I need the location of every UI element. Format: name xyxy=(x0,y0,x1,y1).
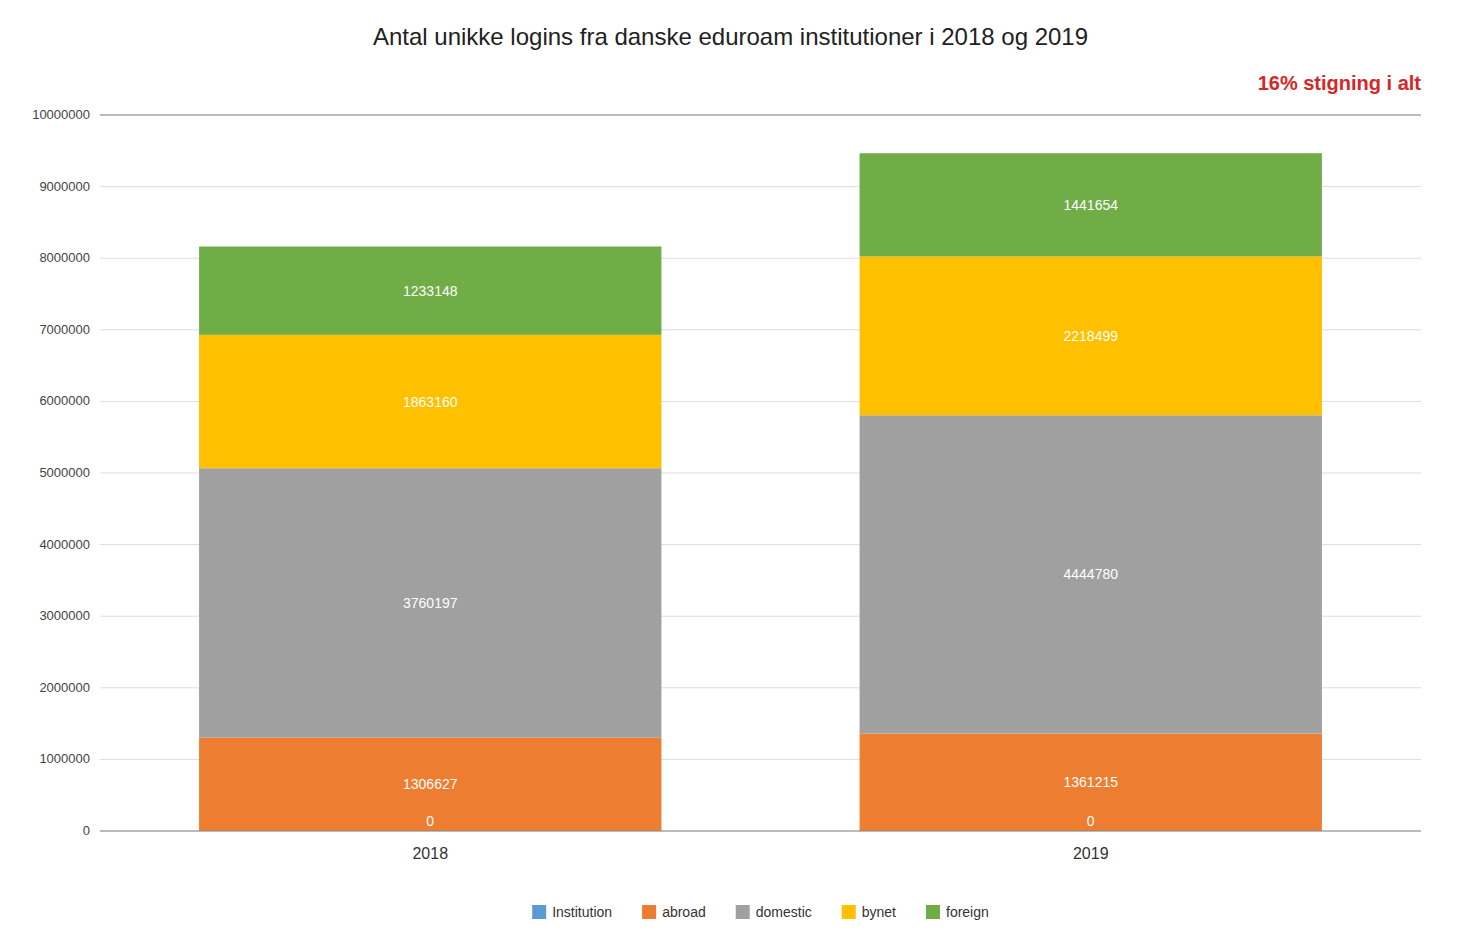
bar-segment xyxy=(860,256,1322,415)
y-axis: 0 1000000 2000000 3000000 4000000 5000000 6000… xyxy=(32,107,1421,838)
y-tick-label: 5000000 xyxy=(39,465,90,480)
bar-segment xyxy=(199,335,661,468)
data-label: 1863160 xyxy=(403,394,458,410)
bar-segment xyxy=(199,468,661,737)
legend-label: foreign xyxy=(946,904,989,920)
y-tick-label: 3000000 xyxy=(39,608,90,623)
legend-swatch xyxy=(532,905,546,919)
x-axis: 2018 2019 xyxy=(100,115,1421,862)
bar-segment xyxy=(860,153,1322,256)
data-label: 2218499 xyxy=(1063,328,1118,344)
legend-label: abroad xyxy=(662,904,706,920)
chart: Antal unikke logins fra danske eduroam i… xyxy=(0,0,1461,951)
legend-item: bynet xyxy=(842,904,896,920)
y-tick-label: 6000000 xyxy=(39,393,90,408)
data-label: 0 xyxy=(426,813,434,829)
y-tick-label: 0 xyxy=(83,823,90,838)
legend: Institution abroad domestic bynet foreign xyxy=(532,904,989,920)
data-label: 4444780 xyxy=(1063,566,1118,582)
grid-line xyxy=(100,831,1421,832)
legend-label: Institution xyxy=(552,904,612,920)
legend-swatch xyxy=(642,905,656,919)
legend-item: domestic xyxy=(736,904,812,920)
data-label: 3760197 xyxy=(403,595,458,611)
legend-swatch xyxy=(842,905,856,919)
x-tick-label: 2019 xyxy=(1073,845,1109,862)
y-tick-label: 7000000 xyxy=(39,322,90,337)
bar-segment xyxy=(199,737,661,831)
data-label: 0 xyxy=(1087,813,1095,829)
annotation: 16% stigning i alt xyxy=(1258,72,1422,94)
data-label: 1233148 xyxy=(403,283,458,299)
data-labels: 0 0 1306627 1361215 3760197 4444780 1863160 221… xyxy=(403,197,1118,829)
legend-swatch xyxy=(736,905,750,919)
data-label: 1306627 xyxy=(403,776,458,792)
legend-label: domestic xyxy=(756,904,812,920)
y-tick-label: 8000000 xyxy=(39,250,90,265)
y-tick-label: 1000000 xyxy=(39,751,90,766)
y-tick-label: 10000000 xyxy=(32,107,90,122)
legend-label: bynet xyxy=(862,904,896,920)
x-tick-label: 2018 xyxy=(412,845,448,862)
bar-segment xyxy=(860,415,1322,733)
y-tick-label: 2000000 xyxy=(39,680,90,695)
data-label: 1441654 xyxy=(1063,197,1118,213)
data-label: 1361215 xyxy=(1063,774,1118,790)
legend-swatch xyxy=(926,905,940,919)
y-tick-label: 4000000 xyxy=(39,537,90,552)
bar-segment xyxy=(199,247,661,335)
x-axis-line xyxy=(100,831,1421,832)
bars xyxy=(199,153,1322,831)
plot-frame-top xyxy=(100,115,1421,116)
grid-line xyxy=(100,115,1421,116)
legend-item: abroad xyxy=(642,904,706,920)
legend-item: foreign xyxy=(926,904,989,920)
legend-item: Institution xyxy=(532,904,612,920)
y-tick-label: 9000000 xyxy=(39,179,90,194)
bar-segment xyxy=(860,734,1322,831)
title: Antal unikke logins fra danske eduroam i… xyxy=(373,23,1088,50)
